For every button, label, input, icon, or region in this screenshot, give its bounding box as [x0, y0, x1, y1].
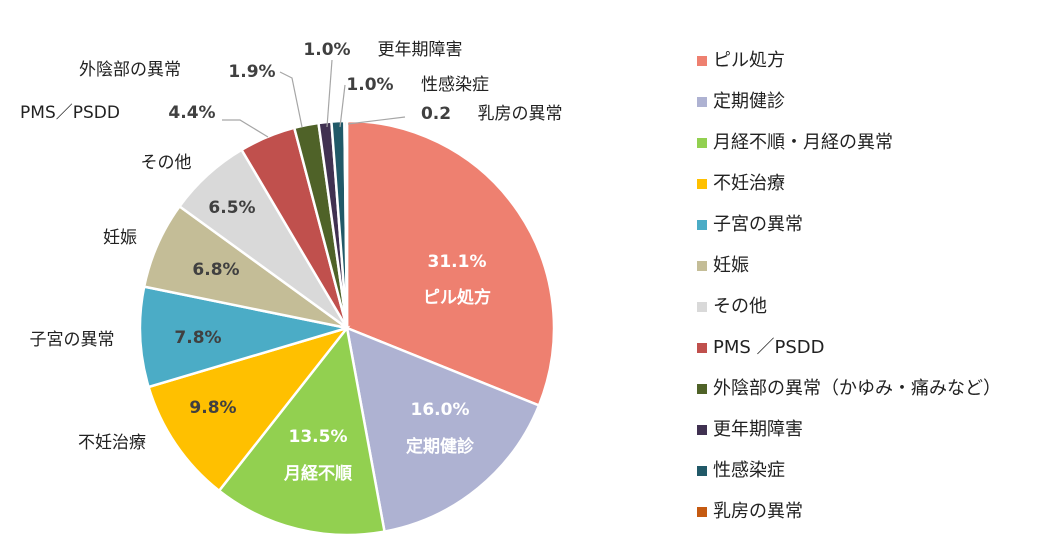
legend-swatch [697, 56, 707, 66]
legend-swatch [697, 302, 707, 312]
legend-swatch [697, 179, 707, 189]
legend-label: 乳房の異常 [713, 501, 803, 522]
slice-label: ピル処方 [423, 287, 491, 308]
legend-swatch [697, 384, 707, 394]
leader-line [326, 59, 333, 128]
pie-slice [217, 325, 386, 537]
legend-swatch [697, 343, 707, 353]
value-label: 4.4% [168, 103, 215, 123]
legend-swatch [697, 466, 707, 476]
leader-line [222, 119, 269, 138]
legend-label: 子宮の異常 [713, 214, 803, 235]
legend-label: 外陰部の異常（かゆみ・痛みなど） [713, 378, 1001, 399]
legend-swatch [697, 97, 707, 107]
pie-slice [138, 285, 348, 389]
legend-swatch [697, 425, 707, 435]
value-label: 7.8% [174, 328, 221, 348]
value-label: 1.9% [228, 62, 275, 82]
pie-slice [343, 119, 349, 329]
legend-label: 更年期障害 [713, 419, 803, 440]
legend-label: 不妊治療 [713, 173, 785, 194]
legend-label: 妊娠 [713, 255, 749, 276]
pie-slice [345, 119, 556, 408]
legend-swatch [697, 261, 707, 271]
slice-label: 更年期障害 [378, 40, 463, 60]
value-label: 31.1% [428, 252, 487, 272]
value-label: 16.0% [411, 400, 470, 420]
slice-label: 月経不順 [283, 463, 353, 484]
leader-line [339, 84, 346, 128]
legend-label: その他 [713, 296, 767, 317]
value-label: 6.8% [192, 260, 239, 280]
slice-label: 定期健診 [406, 436, 475, 457]
legend-label: 定期健診 [713, 91, 785, 112]
slice-label: PMS／PSDD [20, 103, 120, 123]
leader-line [279, 71, 303, 128]
legend-label: 性感染症 [713, 460, 785, 481]
leader-line [347, 116, 406, 125]
slice-label: 外陰部の異常 [79, 60, 181, 80]
slice-label: 不妊治療 [78, 433, 146, 453]
value-label: 13.5% [289, 427, 348, 447]
legend-swatch [697, 138, 707, 148]
slice-label: その他 [141, 153, 192, 173]
legend-label: ピル処方 [713, 50, 785, 71]
value-label: 1.0% [346, 75, 393, 95]
slice-label: 子宮の異常 [30, 330, 115, 350]
value-label: 1.0% [303, 40, 350, 60]
slice-label: 乳房の異常 [478, 104, 563, 124]
legend-swatch [697, 507, 707, 517]
pie-slice [345, 325, 541, 534]
slice-label: 妊娠 [103, 228, 137, 248]
pie-slice [147, 325, 351, 493]
value-label: 9.8% [189, 398, 236, 418]
slice-label: 性感染症 [421, 75, 489, 95]
legend-label: PMS ／PSDD [713, 337, 825, 358]
legend-swatch [697, 220, 707, 230]
value-label: 0.2 [421, 104, 451, 124]
value-label: 6.5% [208, 198, 255, 218]
legend-label: 月経不順・月経の異常 [713, 132, 893, 153]
